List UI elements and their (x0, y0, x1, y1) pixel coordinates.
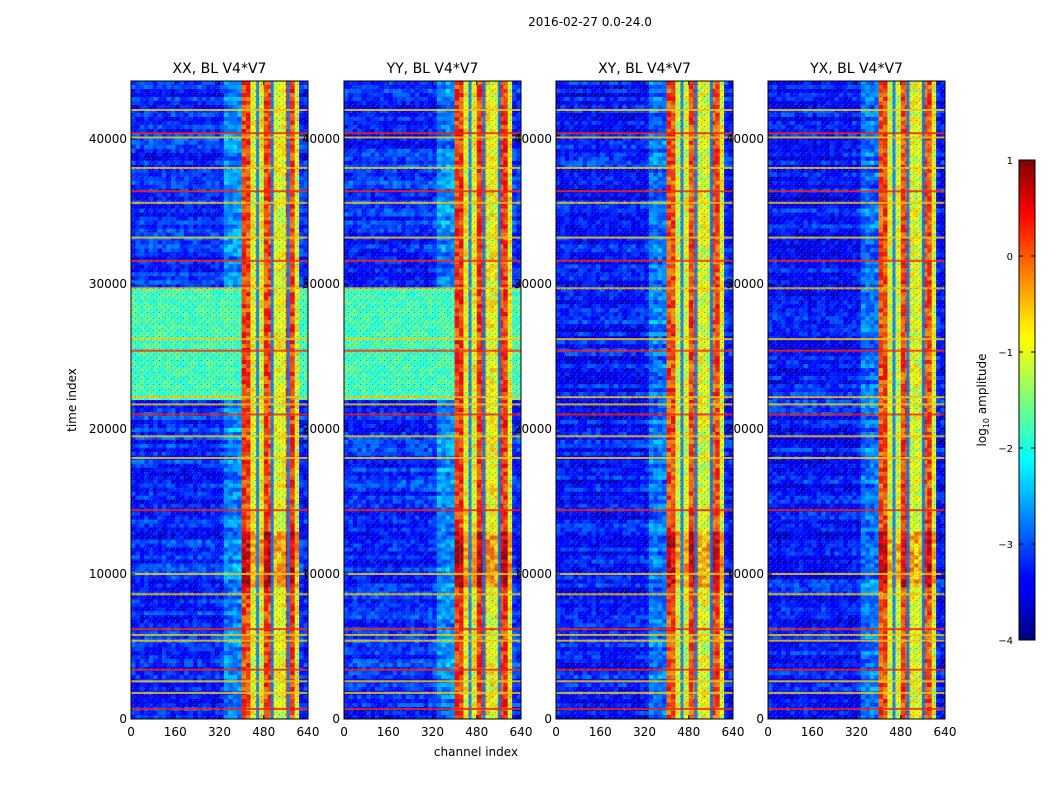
panels: XX, BL V4*V70 160 320 480 640010000200003000… (89, 61, 957, 739)
suptitle: 2016-02-27 0.0-24.0 (528, 15, 652, 29)
figure: 2016-02-27 0.0-24.0 XX, BL V4*V70 160 320 4… (0, 0, 1050, 800)
panel-xx: XX, BL V4*V70 160 320 480 640010000200003000… (89, 61, 320, 739)
